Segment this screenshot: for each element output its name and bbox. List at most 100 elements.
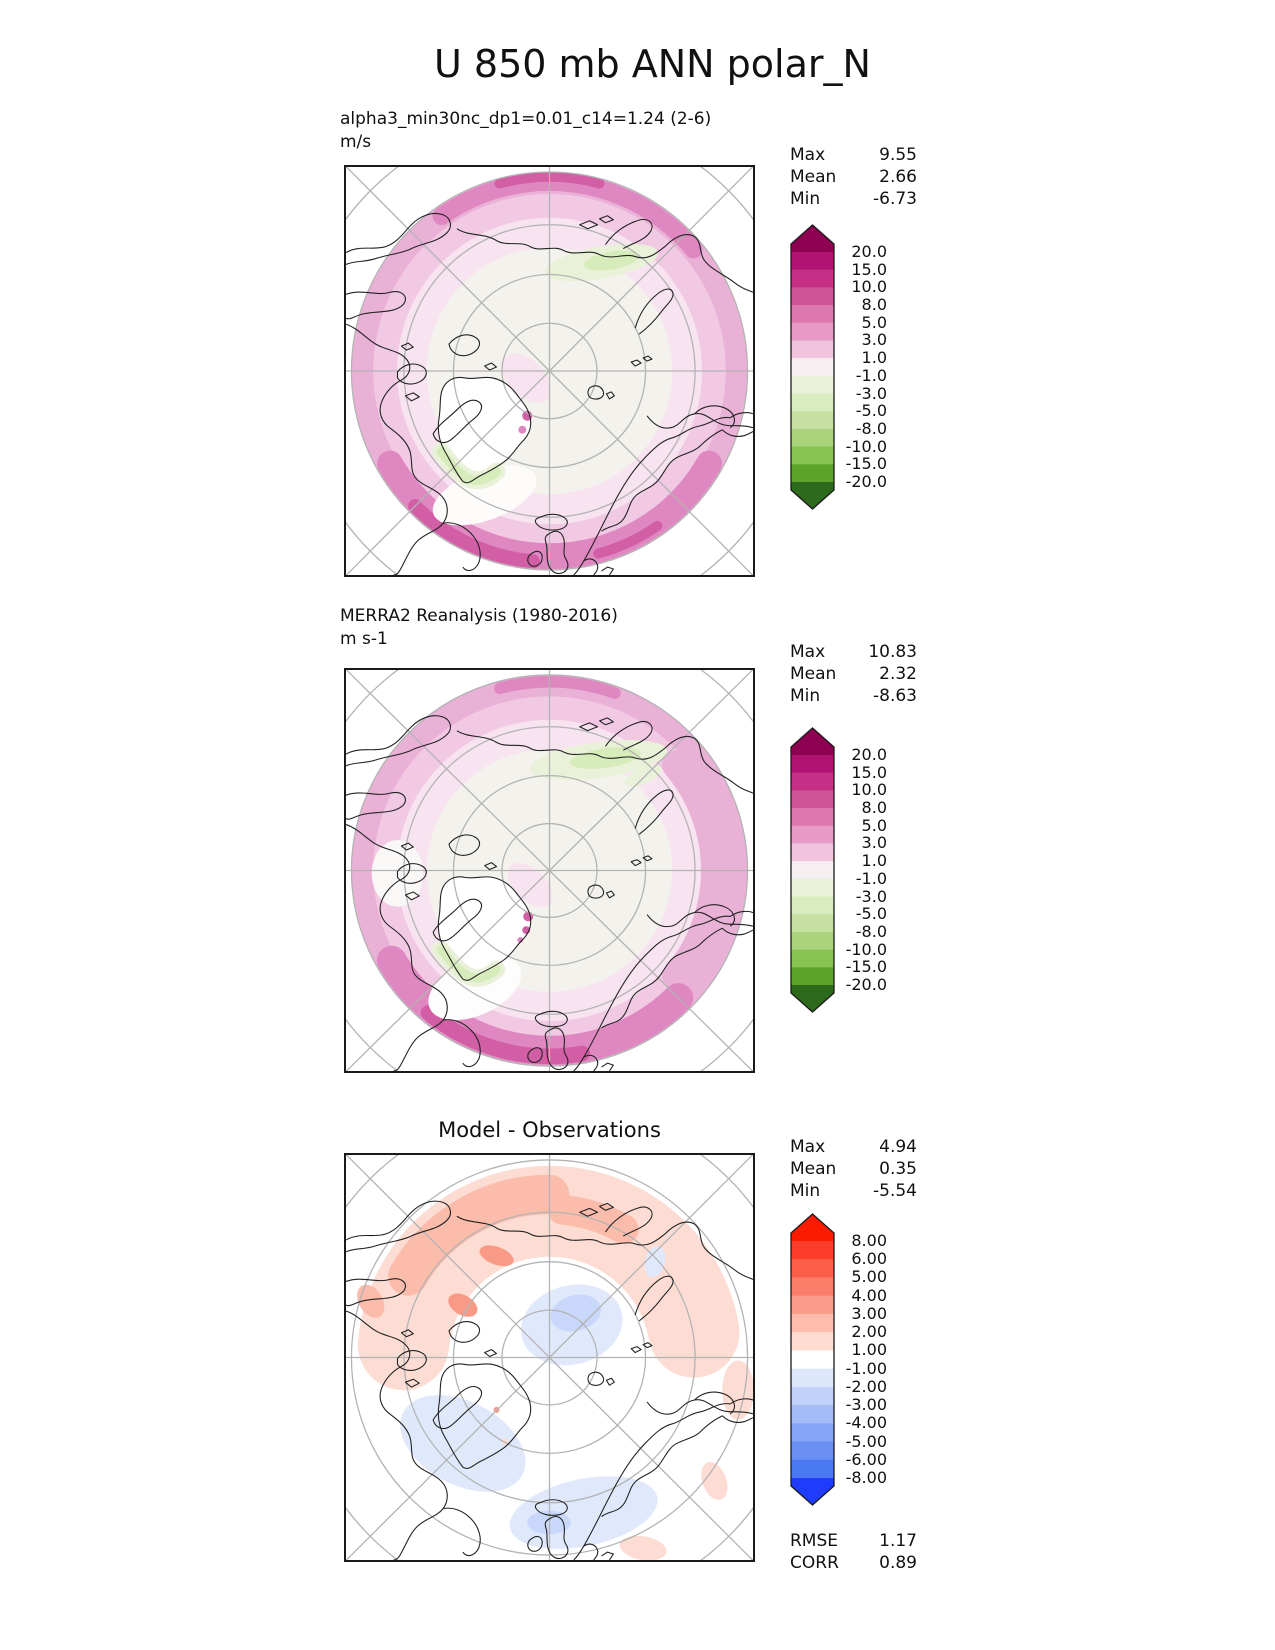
panel1-colorbar: 20.0 15.0 10.0 8.0 5.0 3.0 1.0 -1.0 -3.0 -5.0 -8.0… <box>790 224 890 510</box>
colorbar-segment <box>791 772 834 791</box>
colorbar-segment <box>791 1423 834 1443</box>
colorbar-tick-label: 8.0 <box>861 295 887 315</box>
colorbar-tick-label: 1.0 <box>861 348 887 368</box>
colorbar-segment <box>791 896 834 915</box>
stat-value: 0.89 <box>879 1553 917 1573</box>
colorbar-segment <box>791 287 834 306</box>
stat-label: Mean <box>790 664 837 684</box>
colorbar-segment <box>791 252 834 271</box>
colorbar-segment <box>791 322 834 342</box>
coastline-layer <box>346 212 753 575</box>
colorbar-outline <box>790 727 835 1013</box>
colorbar-tick-label: 8.00 <box>851 1231 887 1250</box>
colorbar-tick-label: -10.0 <box>845 939 887 959</box>
panel3-skill-stats: RMSE 1.17 CORR 0.89 <box>790 1531 917 1575</box>
colorbar-tick-label: -3.00 <box>845 1395 887 1415</box>
colorbar-segment <box>791 305 834 324</box>
stat-label: Max <box>790 1137 826 1157</box>
stat-value: 9.55 <box>879 145 917 165</box>
stat-label: Max <box>790 642 826 662</box>
colorbar-segment <box>791 464 834 483</box>
colorbar-tick-label: 1.00 <box>851 1340 887 1360</box>
colorbar-tick-label: 20.0 <box>851 242 887 261</box>
colorbar-tick-label: -5.0 <box>855 401 887 421</box>
stat-row: Max 4.94 <box>790 1137 917 1159</box>
colorbar-segment <box>791 914 834 933</box>
panel2-stats: Max 10.83 Mean 2.32 Min -8.63 <box>790 642 917 708</box>
colorbar-tick-label: 20.0 <box>851 745 887 764</box>
colorbar-segment <box>791 808 834 827</box>
colorbar-tick-label: -20.0 <box>845 472 887 491</box>
colorbar-tick-label: -8.0 <box>855 418 887 438</box>
colorbar-tick-label: -5.0 <box>855 904 887 924</box>
colorbar-outline <box>790 224 835 510</box>
coastline-layer <box>346 715 753 1071</box>
colorbar-segment <box>791 1441 834 1461</box>
colorbar-tick-label: -1.0 <box>855 365 887 385</box>
colorbar-segment <box>791 878 834 898</box>
colorbar-segment <box>791 1405 834 1424</box>
stat-row: Mean 2.32 <box>790 664 917 686</box>
stat-value: 4.94 <box>879 1137 917 1157</box>
colorbar-segment <box>791 755 834 774</box>
colorbar-tick-label: -1.0 <box>855 868 887 888</box>
colorbar-arrow-top <box>791 728 834 755</box>
colorbar-segment <box>791 411 834 430</box>
map-svg <box>346 1155 753 1560</box>
colorbar-tick-label: 3.0 <box>861 330 887 350</box>
stat-row: Mean 0.35 <box>790 1159 917 1181</box>
colorbar-segment <box>791 967 834 986</box>
panel3-stats: Max 4.94 Mean 0.35 Min -5.54 <box>790 1137 917 1203</box>
colorbar-tick-label: -5.00 <box>845 1431 887 1451</box>
colorbar-segment <box>791 843 834 862</box>
colorbar-tick-label: -2.00 <box>845 1376 887 1396</box>
colorbar-tick-label: 10.0 <box>851 780 887 800</box>
stat-row: Max 10.83 <box>790 642 917 664</box>
figure-title: U 850 mb ANN polar_N <box>434 42 871 86</box>
colorbar-arrow-top <box>791 1214 834 1241</box>
colorbar-tick-label: 3.0 <box>861 833 887 853</box>
stat-value: 10.83 <box>868 642 917 662</box>
graticule-layer <box>346 670 753 1071</box>
colorbar-segment <box>791 931 834 951</box>
colorbar-segment <box>791 1386 834 1406</box>
stat-value: 1.17 <box>879 1531 917 1551</box>
graticule-layer <box>346 167 753 575</box>
colorbar-segment <box>791 1241 834 1260</box>
colorbar-segment <box>791 949 834 968</box>
stat-row: Mean 2.66 <box>790 167 917 189</box>
colorbar-tick-label: 5.0 <box>861 815 887 835</box>
colorbar-segment <box>791 1459 834 1479</box>
colorbar-segment <box>791 1368 834 1388</box>
stat-row: RMSE 1.17 <box>790 1531 917 1553</box>
panel1-subtitle: alpha3_min30nc_dp1=0.01_c14=1.24 (2-6) <box>340 109 712 129</box>
colorbar-segment <box>791 790 834 809</box>
colorbar-tick-label: 10.0 <box>851 277 887 297</box>
stat-value: -5.54 <box>873 1181 917 1201</box>
colorbar-tick-label: -8.00 <box>845 1468 887 1487</box>
panel2-colorbar: 20.0 15.0 10.0 8.0 5.0 3.0 1.0 -1.0 -3.0 -5.0 -8.0… <box>790 727 890 1013</box>
colorbar-segment <box>791 446 834 465</box>
panel1-map <box>344 165 755 577</box>
colorbar-segment <box>791 375 834 395</box>
colorbar-tick-label: -4.00 <box>845 1413 887 1433</box>
stat-label: Min <box>790 686 821 706</box>
colorbar-tick-label: 5.0 <box>861 312 887 332</box>
colorbar-segment <box>791 393 834 412</box>
stat-label: Min <box>790 1181 821 1201</box>
colorbar-segment <box>791 825 834 845</box>
map-svg <box>346 167 753 575</box>
stat-value: 2.66 <box>879 167 917 187</box>
colorbar-segment <box>791 1332 834 1351</box>
stat-value: -6.73 <box>873 189 917 209</box>
stat-row: Min -8.63 <box>790 686 917 708</box>
colorbar-arrow-top <box>791 225 834 252</box>
colorbar-segment <box>791 358 834 377</box>
colorbar-tick-label: 4.00 <box>851 1285 887 1305</box>
colorbar-tick-label: -1.00 <box>845 1358 887 1378</box>
colorbar-tick-label: -10.0 <box>845 436 887 456</box>
stat-label: Mean <box>790 167 837 187</box>
colorbar-tick-label: -6.00 <box>845 1449 887 1469</box>
colorbar-tick-label: -15.0 <box>845 454 887 474</box>
